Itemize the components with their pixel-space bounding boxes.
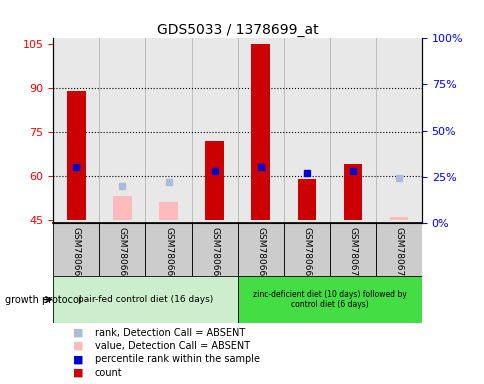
Bar — [297, 179, 315, 220]
Text: GSM780665: GSM780665 — [118, 227, 127, 282]
Bar — [53, 276, 237, 323]
Bar — [191, 223, 237, 276]
Bar — [237, 223, 283, 276]
Text: zinc-deficient diet (10 days) followed by
control diet (6 days): zinc-deficient diet (10 days) followed b… — [252, 290, 406, 309]
Bar — [145, 223, 191, 276]
Bar — [343, 164, 361, 220]
Text: value, Detection Call = ABSENT: value, Detection Call = ABSENT — [94, 341, 249, 351]
Text: ■: ■ — [73, 354, 83, 364]
Bar — [67, 91, 85, 220]
Text: percentile rank within the sample: percentile rank within the sample — [94, 354, 259, 364]
Bar — [205, 141, 223, 220]
Text: growth protocol: growth protocol — [5, 295, 81, 305]
Text: GSM780670: GSM780670 — [348, 227, 357, 282]
Bar — [113, 196, 131, 220]
Text: GSM780668: GSM780668 — [256, 227, 265, 282]
Bar — [237, 276, 421, 323]
Text: pair-fed control diet (16 days): pair-fed control diet (16 days) — [78, 295, 212, 304]
Text: count: count — [94, 368, 122, 378]
Bar — [159, 202, 177, 220]
Bar — [375, 223, 421, 276]
Text: ■: ■ — [73, 328, 83, 338]
Bar — [389, 217, 407, 220]
Text: rank, Detection Call = ABSENT: rank, Detection Call = ABSENT — [94, 328, 244, 338]
Text: GSM780667: GSM780667 — [210, 227, 219, 282]
Text: GSM780664: GSM780664 — [72, 227, 81, 282]
Bar — [283, 223, 329, 276]
Bar — [53, 223, 99, 276]
Bar — [99, 223, 145, 276]
Bar — [329, 223, 375, 276]
Text: GSM780671: GSM780671 — [393, 227, 403, 282]
Text: ■: ■ — [73, 341, 83, 351]
Title: GDS5033 / 1378699_at: GDS5033 / 1378699_at — [156, 23, 318, 37]
Text: GSM780669: GSM780669 — [302, 227, 311, 282]
Bar — [251, 44, 269, 220]
Text: ■: ■ — [73, 368, 83, 378]
Text: GSM780666: GSM780666 — [164, 227, 173, 282]
